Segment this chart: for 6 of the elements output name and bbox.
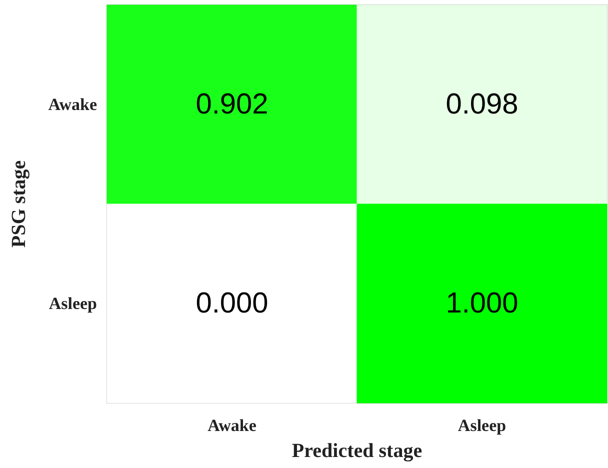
data-label: 0.902	[196, 88, 268, 120]
y-axis-title: PSG stage	[8, 160, 30, 248]
data-label: 0.000	[196, 288, 268, 320]
x-axis-title: Predicted stage	[292, 440, 422, 462]
data-label: 1.000	[446, 288, 518, 320]
data-label: 0.098	[446, 88, 518, 120]
